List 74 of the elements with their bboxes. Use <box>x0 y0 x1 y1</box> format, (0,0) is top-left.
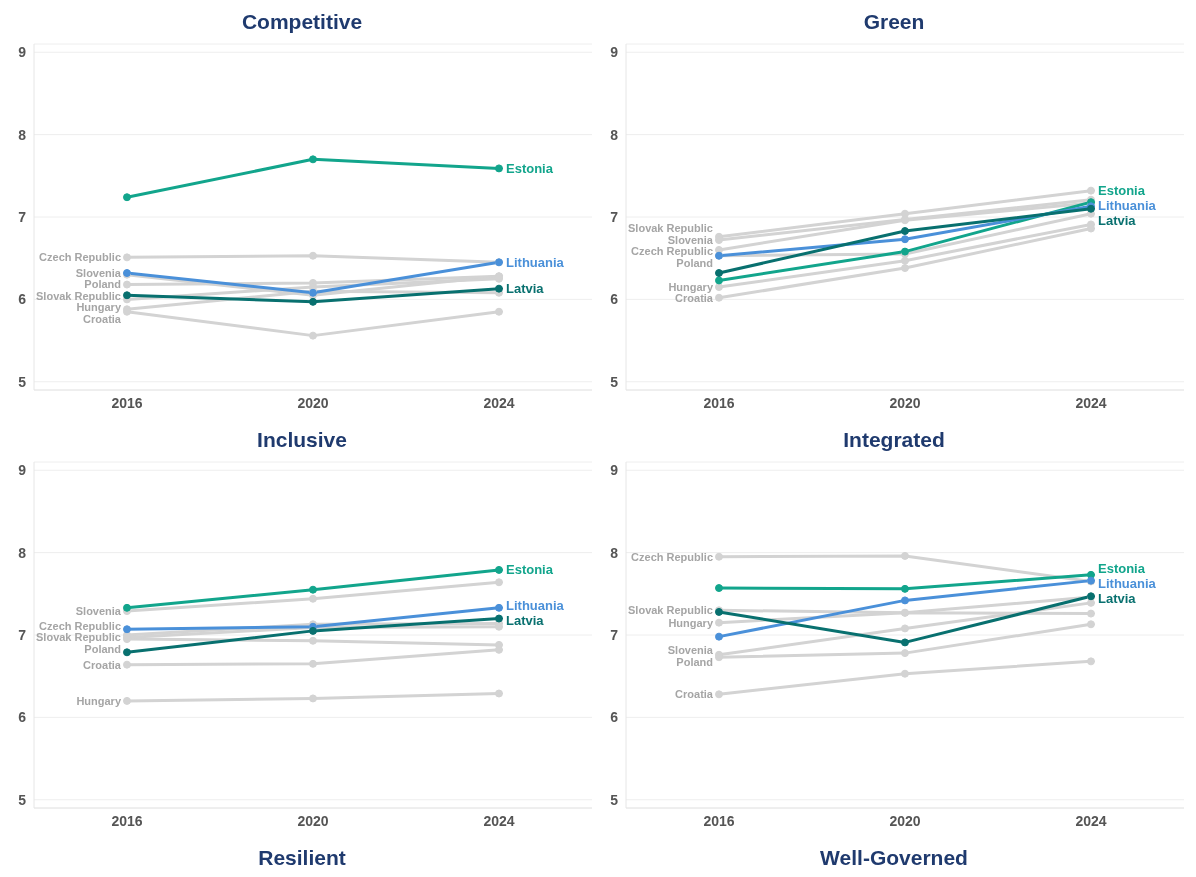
series-label: Estonia <box>506 562 554 578</box>
x-tick-label: 2020 <box>297 812 329 829</box>
x-tick-label: 2024 <box>483 812 515 829</box>
y-tick-label: 7 <box>610 208 619 225</box>
y-tick-label: 8 <box>18 126 27 143</box>
y-tick-label: 5 <box>610 791 619 808</box>
y-tick-label: 7 <box>18 626 27 643</box>
x-tick-label: 2020 <box>297 394 329 411</box>
y-tick-label: 6 <box>18 709 27 726</box>
series-label: Croatia <box>83 658 122 671</box>
y-tick-label: 6 <box>18 291 27 308</box>
series-label: Poland <box>84 642 121 655</box>
series-label: Lithuania <box>506 598 565 614</box>
series-label: Czech Republic <box>631 550 713 563</box>
y-tick-label: 8 <box>610 126 619 143</box>
series-label: Croatia <box>675 292 714 305</box>
series-label: Poland <box>676 256 713 269</box>
series-label: Estonia <box>1098 561 1146 577</box>
x-tick-label: 2016 <box>111 812 143 829</box>
series-label: Poland <box>676 655 713 668</box>
series-label: Slovak Republic <box>36 631 121 644</box>
series-label: Lithuania <box>1098 576 1157 592</box>
series-label: Latvia <box>506 281 545 297</box>
chart-title: Green <box>862 9 926 35</box>
x-tick-label: 2024 <box>1075 394 1107 411</box>
x-tick-label: 2016 <box>111 394 143 411</box>
x-tick-label: 2016 <box>703 394 735 411</box>
x-tick-label: 2024 <box>1075 812 1107 829</box>
y-tick-label: 9 <box>18 44 27 61</box>
chart-title: Inclusive <box>256 427 348 453</box>
x-tick-label: 2020 <box>889 394 921 411</box>
series-label: Latvia <box>1098 213 1137 229</box>
series-label: Slovak Republic <box>628 222 713 235</box>
series-label: Estonia <box>506 160 554 176</box>
series-label: Slovenia <box>667 644 714 657</box>
y-tick-label: 6 <box>610 291 619 308</box>
series-label: Latvia <box>1098 591 1137 607</box>
y-tick-label: 5 <box>610 373 619 390</box>
series-label: Lithuania <box>1098 198 1157 214</box>
y-tick-label: 6 <box>610 709 619 726</box>
x-tick-label: 2016 <box>703 812 735 829</box>
series-label: Croatia <box>675 688 714 701</box>
series-label: Poland <box>84 278 121 291</box>
y-tick-label: 9 <box>610 462 619 479</box>
series-label: Hungary <box>668 280 714 293</box>
y-tick-label: 5 <box>18 791 27 808</box>
series-label: Hungary <box>76 694 122 707</box>
series-label: Czech Republic <box>39 251 121 264</box>
y-tick-label: 5 <box>18 373 27 390</box>
y-tick-label: 7 <box>18 208 27 225</box>
series-label: Estonia <box>1098 183 1146 199</box>
x-tick-label: 2024 <box>483 394 515 411</box>
y-tick-label: 8 <box>610 544 619 561</box>
series-label: Slovak Republic <box>628 604 713 617</box>
y-tick-label: 9 <box>18 462 27 479</box>
y-tick-label: 9 <box>610 44 619 61</box>
series-label: Czech Republic <box>631 245 713 258</box>
series-label: Slovak Republic <box>36 289 121 302</box>
series-label: Czech Republic <box>39 619 121 632</box>
chart-title: Competitive <box>240 9 364 35</box>
series-label: Lithuania <box>506 254 565 270</box>
series-label: Hungary <box>76 301 122 314</box>
y-tick-label: 8 <box>18 544 27 561</box>
series-label: Slovenia <box>75 605 122 618</box>
text: Resilient <box>257 845 347 871</box>
series-label: Latvia <box>506 613 545 629</box>
x-tick-label: 2020 <box>889 812 921 829</box>
series-label: Croatia <box>83 312 122 325</box>
y-tick-label: 7 <box>610 626 619 643</box>
series-label: Slovenia <box>667 233 714 246</box>
chart-title: Integrated <box>842 427 946 453</box>
text: Well-Governed <box>819 845 969 871</box>
series-label: Hungary <box>668 616 714 629</box>
series-label: Slovenia <box>75 266 122 279</box>
